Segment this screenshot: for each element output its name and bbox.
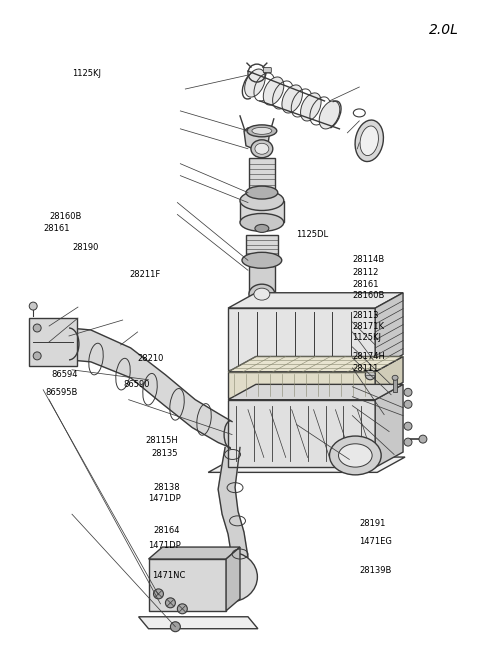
Polygon shape bbox=[208, 457, 405, 472]
Polygon shape bbox=[29, 318, 77, 366]
Ellipse shape bbox=[251, 140, 273, 158]
Polygon shape bbox=[218, 447, 248, 559]
Circle shape bbox=[166, 598, 175, 608]
Bar bbox=[393, 378, 397, 392]
Bar bbox=[148, 559, 226, 611]
Ellipse shape bbox=[392, 375, 398, 381]
Ellipse shape bbox=[252, 127, 272, 134]
Circle shape bbox=[404, 388, 412, 396]
Circle shape bbox=[404, 438, 412, 446]
Circle shape bbox=[365, 370, 375, 380]
Circle shape bbox=[178, 604, 187, 614]
Text: 86595B: 86595B bbox=[46, 388, 78, 397]
Text: 1471DP: 1471DP bbox=[147, 542, 180, 550]
Circle shape bbox=[33, 352, 41, 360]
Text: 1125KJ: 1125KJ bbox=[352, 333, 381, 342]
Ellipse shape bbox=[355, 120, 384, 162]
Ellipse shape bbox=[264, 77, 284, 105]
Ellipse shape bbox=[282, 85, 302, 113]
Ellipse shape bbox=[300, 93, 321, 121]
Text: 28113: 28113 bbox=[352, 311, 379, 320]
Ellipse shape bbox=[360, 126, 378, 156]
Ellipse shape bbox=[338, 444, 372, 467]
Ellipse shape bbox=[249, 284, 275, 304]
Text: 28161: 28161 bbox=[43, 224, 70, 233]
Bar bbox=[246, 235, 278, 258]
Text: 86594: 86594 bbox=[51, 370, 78, 379]
Polygon shape bbox=[148, 547, 240, 559]
Ellipse shape bbox=[242, 252, 282, 269]
Circle shape bbox=[33, 324, 41, 332]
Polygon shape bbox=[226, 547, 240, 611]
Polygon shape bbox=[69, 328, 232, 447]
Polygon shape bbox=[228, 293, 403, 308]
Text: 28210: 28210 bbox=[137, 354, 164, 364]
Text: 28115H: 28115H bbox=[145, 436, 178, 445]
Ellipse shape bbox=[329, 436, 381, 475]
Circle shape bbox=[170, 622, 180, 631]
Text: 2.0L: 2.0L bbox=[429, 24, 459, 37]
Text: 28164: 28164 bbox=[154, 527, 180, 536]
Polygon shape bbox=[228, 356, 403, 372]
Text: 28111: 28111 bbox=[352, 364, 379, 373]
Circle shape bbox=[404, 400, 412, 408]
Ellipse shape bbox=[319, 101, 340, 129]
Circle shape bbox=[419, 435, 427, 443]
Text: 28138: 28138 bbox=[154, 483, 180, 492]
Polygon shape bbox=[375, 293, 403, 370]
Ellipse shape bbox=[245, 69, 265, 97]
Ellipse shape bbox=[255, 143, 269, 154]
Polygon shape bbox=[139, 617, 258, 629]
Ellipse shape bbox=[246, 186, 278, 199]
Text: 28135: 28135 bbox=[152, 449, 178, 458]
Text: 28211F: 28211F bbox=[129, 269, 160, 278]
Text: 86590: 86590 bbox=[123, 380, 150, 389]
Text: 1125DL: 1125DL bbox=[296, 231, 328, 239]
Ellipse shape bbox=[254, 288, 270, 300]
Polygon shape bbox=[228, 400, 375, 468]
Circle shape bbox=[29, 302, 37, 310]
Text: 28171K: 28171K bbox=[352, 322, 384, 331]
Ellipse shape bbox=[203, 552, 257, 602]
Ellipse shape bbox=[247, 125, 277, 137]
Circle shape bbox=[404, 422, 412, 430]
Text: 28191: 28191 bbox=[360, 519, 386, 528]
Text: 1471EG: 1471EG bbox=[360, 537, 392, 546]
Ellipse shape bbox=[240, 191, 284, 210]
Text: 1125KJ: 1125KJ bbox=[72, 69, 101, 78]
Polygon shape bbox=[244, 128, 270, 151]
Polygon shape bbox=[375, 384, 403, 468]
Ellipse shape bbox=[240, 214, 284, 231]
Circle shape bbox=[154, 589, 164, 599]
Text: 28139B: 28139B bbox=[360, 566, 392, 574]
Text: 28160B: 28160B bbox=[352, 291, 384, 300]
FancyBboxPatch shape bbox=[264, 67, 271, 73]
Text: 1471DP: 1471DP bbox=[147, 494, 180, 503]
Polygon shape bbox=[375, 356, 403, 398]
Polygon shape bbox=[228, 372, 375, 398]
Bar bbox=[249, 267, 275, 294]
Text: 28160B: 28160B bbox=[49, 212, 82, 221]
Ellipse shape bbox=[255, 225, 269, 233]
Bar bbox=[249, 158, 275, 191]
Text: 28112: 28112 bbox=[352, 267, 379, 276]
Text: 28161: 28161 bbox=[352, 280, 379, 289]
Text: 1471NC: 1471NC bbox=[152, 571, 185, 580]
Bar bbox=[240, 200, 284, 223]
Text: 28190: 28190 bbox=[72, 244, 98, 252]
Text: 28174H: 28174H bbox=[352, 352, 385, 362]
Polygon shape bbox=[228, 308, 375, 370]
Text: 28114B: 28114B bbox=[352, 255, 384, 264]
Polygon shape bbox=[228, 384, 403, 400]
